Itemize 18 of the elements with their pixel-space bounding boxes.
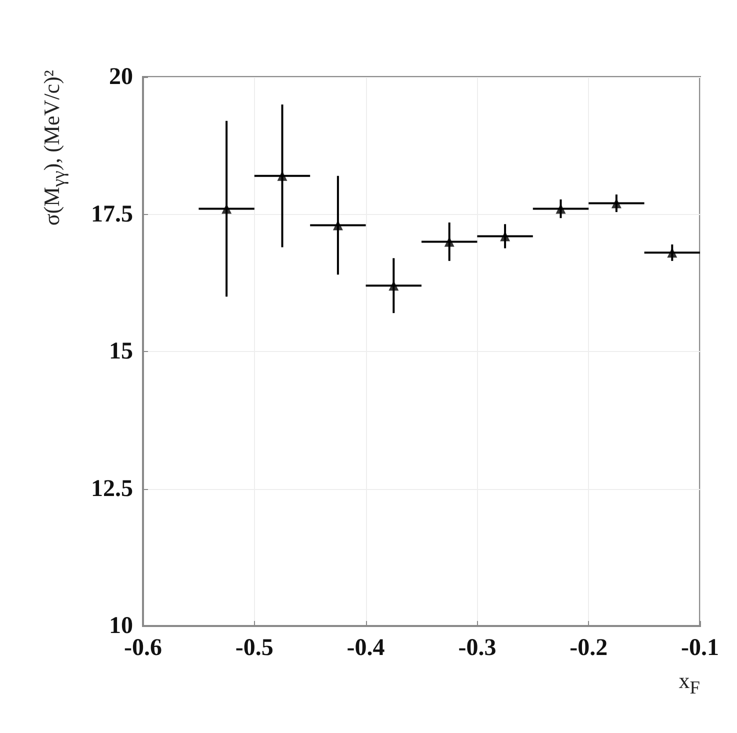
y-tick-label: 17.5	[91, 201, 133, 228]
point	[611, 198, 622, 208]
x-tick-label: -0.5	[235, 635, 274, 661]
x-tick-label: -0.4	[346, 635, 385, 661]
point	[332, 220, 343, 230]
x-tick-label: -0.2	[570, 635, 608, 661]
point	[444, 236, 454, 247]
x-axis-title: x$_{F}$	[678, 668, 700, 698]
y-tick-label: 15	[109, 338, 133, 364]
point	[222, 204, 232, 214]
point	[388, 280, 399, 291]
point	[667, 248, 678, 258]
y-tick-label: 20	[109, 64, 133, 90]
x-tick-label: -0.1	[681, 635, 719, 661]
point	[556, 204, 566, 214]
x-tick-label: -0.3	[458, 635, 496, 661]
point	[500, 231, 510, 242]
y-tick-label: 12.5	[91, 476, 133, 502]
